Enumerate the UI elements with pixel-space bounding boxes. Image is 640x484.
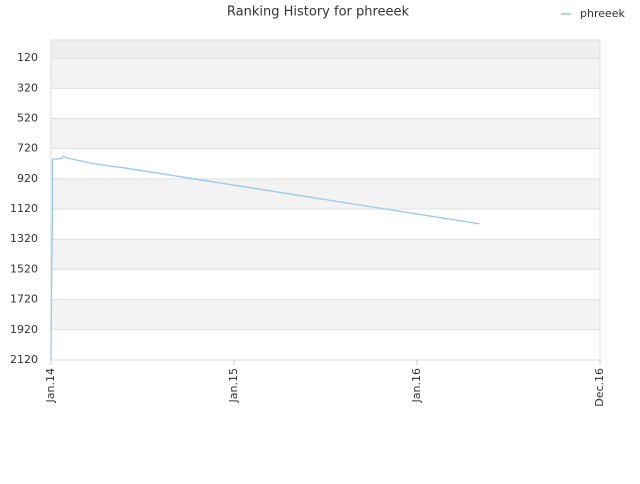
grid-band	[51, 269, 600, 300]
y-tick-label: 120	[17, 51, 38, 64]
plot-border	[50, 39, 601, 361]
grid-band	[51, 329, 600, 360]
grid-band	[51, 178, 600, 210]
y-tick-label: 720	[17, 142, 38, 155]
y-tick-label: 2120	[10, 353, 38, 366]
y-tick-label: 1720	[10, 293, 38, 306]
y-tick-label: 320	[17, 81, 38, 94]
series-line	[50, 155, 480, 361]
x-tick-label: Jan.15	[227, 368, 240, 403]
grid-band	[51, 118, 600, 149]
grid-band	[51, 209, 600, 240]
y-tick-label: 1120	[10, 202, 38, 215]
grid-band	[51, 239, 600, 270]
y-tick-label: 1320	[10, 232, 38, 245]
grid-band	[51, 58, 600, 89]
y-tick-label: 1520	[10, 262, 38, 275]
x-tick-label: Jan.14	[44, 368, 57, 403]
y-tick-label: 1920	[10, 323, 38, 336]
grid-band	[51, 299, 600, 330]
x-tick-label: Jan.16	[410, 368, 423, 403]
x-tick-label: Dec.16	[593, 368, 606, 407]
grid-band	[51, 88, 600, 119]
y-tick-label: 520	[17, 111, 38, 124]
grid-band	[51, 40, 600, 59]
grid-band	[51, 148, 600, 179]
y-tick-label: 920	[17, 172, 38, 185]
chart-title: Ranking History for phreeek	[227, 5, 410, 20]
legend-label: phreeek	[580, 7, 626, 20]
